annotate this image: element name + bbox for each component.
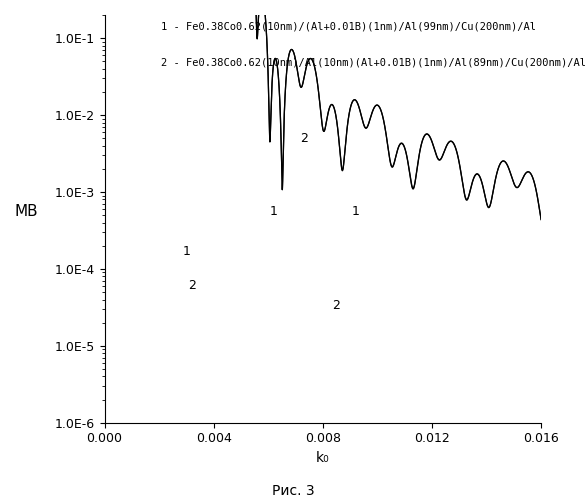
Text: 2: 2 <box>332 299 340 312</box>
Text: 1 - Fe0.38Co0.62(10nm)/(Al+0.01B)(1nm)/Al(99nm)/Cu(200nm)/Al: 1 - Fe0.38Co0.62(10nm)/(Al+0.01B)(1nm)/A… <box>161 21 536 31</box>
Text: 2: 2 <box>300 132 308 144</box>
Text: Рис. 3: Рис. 3 <box>272 484 314 498</box>
Y-axis label: MВ: MВ <box>15 204 39 219</box>
Text: 2 - Fe0.38Co0.62(10nm)/Al(10nm)(Al+0.01B)(1nm)/Al(89nm)/Cu(200nm)/Al: 2 - Fe0.38Co0.62(10nm)/Al(10nm)(Al+0.01B… <box>161 58 586 68</box>
Text: 1: 1 <box>182 246 190 258</box>
X-axis label: k₀: k₀ <box>316 451 330 465</box>
Text: 1: 1 <box>270 205 278 218</box>
Text: 2: 2 <box>188 279 196 292</box>
Text: 1: 1 <box>352 205 360 218</box>
